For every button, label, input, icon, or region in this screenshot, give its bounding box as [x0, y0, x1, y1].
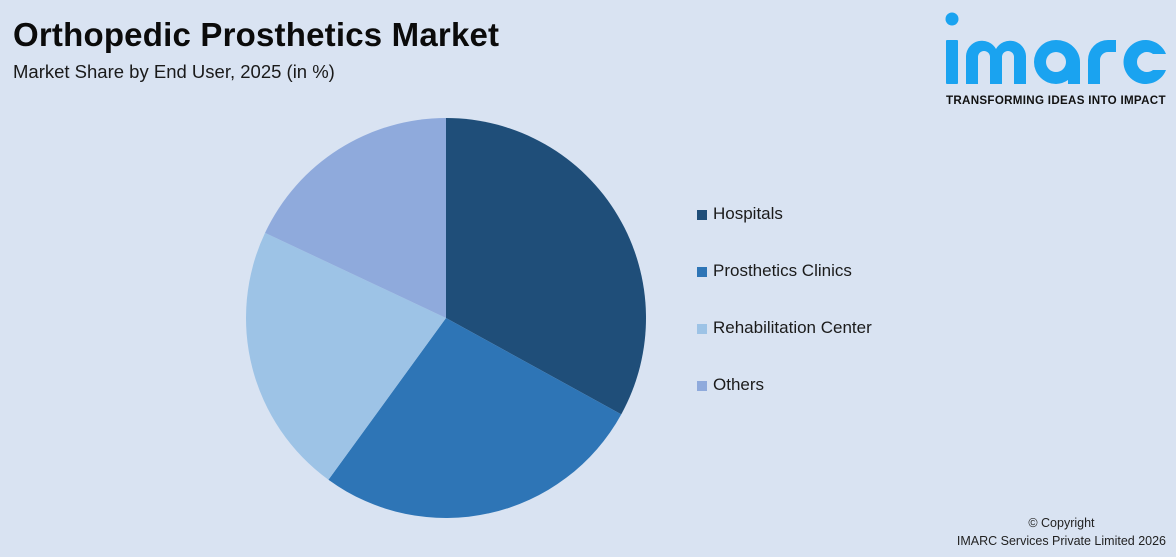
legend-label: Prosthetics Clinics	[713, 261, 852, 280]
pie-slice-rehabilitation-center[interactable]	[246, 232, 446, 480]
pie-chart	[246, 118, 646, 518]
copyright-line-2: IMARC Services Private Limited 2026	[956, 534, 1166, 548]
legend-label: Rehabilitation Center	[713, 318, 872, 337]
legend-item-hospitals[interactable]: Hospitals	[697, 203, 872, 225]
pie-slice-hospitals[interactable]	[446, 118, 646, 415]
copyright-notice: © Copyright IMARC Services Private Limit…	[957, 514, 1166, 550]
imarc-wordmark-icon	[945, 12, 1166, 85]
legend-swatch-icon	[697, 323, 707, 334]
legend-swatch-icon	[697, 266, 707, 277]
pie-slice-prosthetics-clinics[interactable]	[328, 318, 622, 518]
copyright-line-1: © Copyright	[1028, 516, 1095, 530]
imarc-logo: TRANSFORMING IDEAS INTO IMPACT	[944, 10, 1168, 110]
legend-label: Hospitals	[713, 204, 783, 223]
legend-swatch-icon	[697, 209, 707, 220]
chart-legend: Hospitals Prosthetics Clinics Rehabilita…	[697, 203, 872, 431]
legend-item-others[interactable]: Others	[697, 374, 872, 396]
legend-label: Others	[713, 375, 765, 394]
chart-title: Orthopedic Prosthetics Market	[13, 16, 500, 53]
chart-subtitle: Market Share by End User, 2025 (in %)	[13, 61, 335, 82]
legend-swatch-icon	[697, 380, 707, 391]
logo-tagline: TRANSFORMING IDEAS INTO IMPACT	[946, 94, 1166, 107]
pie-slice-others[interactable]	[265, 118, 446, 318]
legend-item-prosthetics-clinics[interactable]: Prosthetics Clinics	[697, 260, 872, 282]
legend-item-rehabilitation-center[interactable]: Rehabilitation Center	[697, 317, 872, 339]
